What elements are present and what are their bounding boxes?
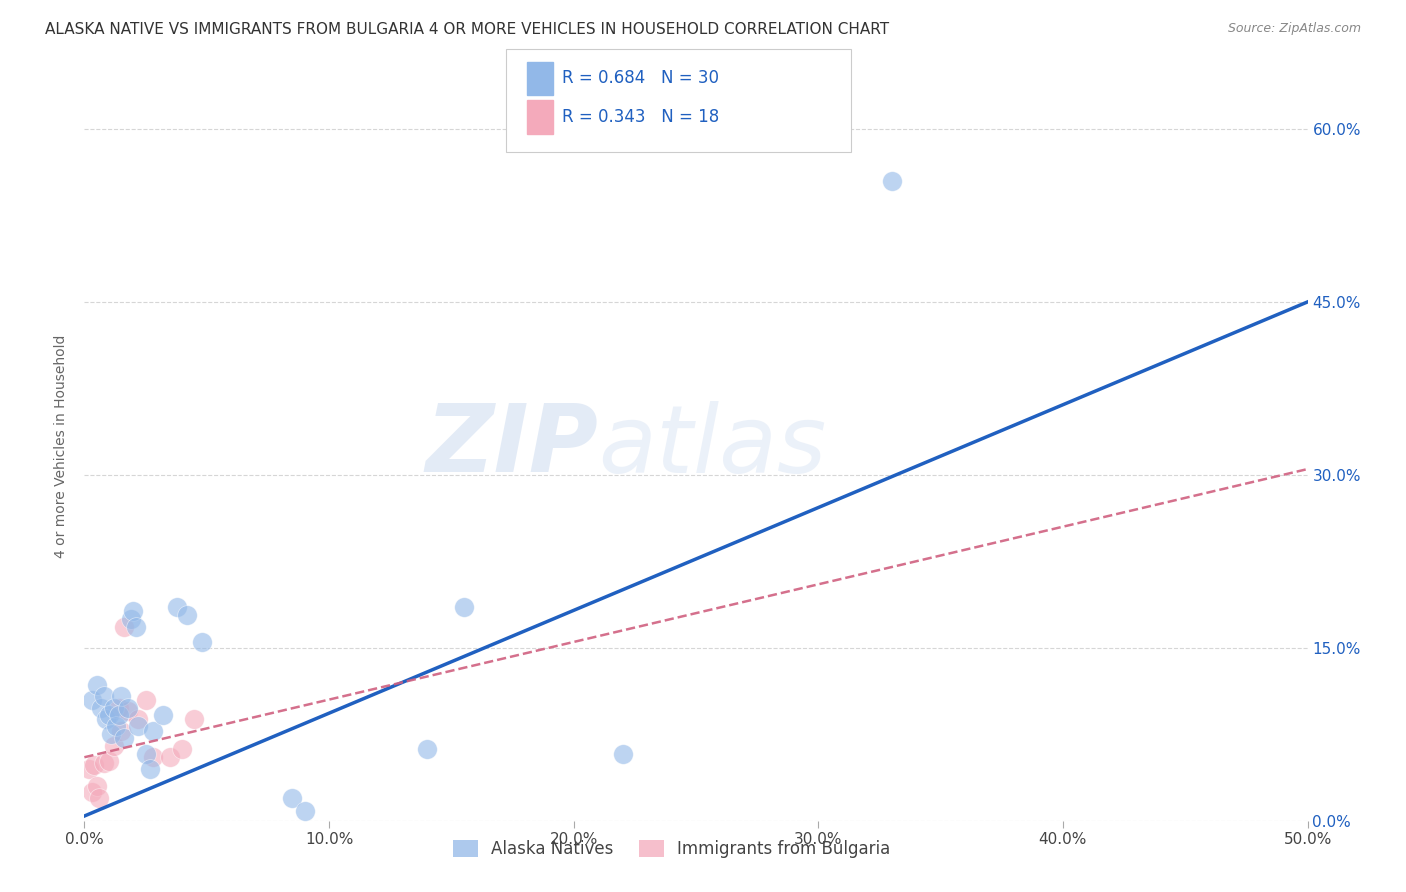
Alaska Natives xyxy=(110,689,132,703)
Alaska Natives xyxy=(880,174,903,188)
Alaska Natives xyxy=(105,719,128,733)
Y-axis label: 4 or more Vehicles in Household: 4 or more Vehicles in Household xyxy=(55,334,69,558)
Alaska Natives xyxy=(191,635,214,649)
Alaska Natives xyxy=(112,731,135,745)
Immigrants from Bulgaria xyxy=(86,779,108,793)
Alaska Natives xyxy=(117,700,139,714)
Alaska Natives xyxy=(453,600,475,615)
Alaska Natives xyxy=(139,762,162,776)
Immigrants from Bulgaria xyxy=(80,785,103,799)
Alaska Natives xyxy=(142,723,165,738)
Alaska Natives xyxy=(166,600,188,615)
Immigrants from Bulgaria xyxy=(87,790,110,805)
Text: ZIP: ZIP xyxy=(425,400,598,492)
Alaska Natives xyxy=(96,712,118,726)
Alaska Natives xyxy=(122,604,145,618)
Text: ALASKA NATIVE VS IMMIGRANTS FROM BULGARIA 4 OR MORE VEHICLES IN HOUSEHOLD CORREL: ALASKA NATIVE VS IMMIGRANTS FROM BULGARI… xyxy=(45,22,889,37)
Alaska Natives xyxy=(120,612,142,626)
Alaska Natives xyxy=(127,719,149,733)
Alaska Natives xyxy=(281,790,304,805)
Immigrants from Bulgaria xyxy=(77,762,100,776)
Immigrants from Bulgaria xyxy=(183,712,205,726)
Text: atlas: atlas xyxy=(598,401,827,491)
Alaska Natives xyxy=(103,700,125,714)
Text: R = 0.684   N = 30: R = 0.684 N = 30 xyxy=(562,70,720,87)
Alaska Natives xyxy=(416,742,439,756)
Immigrants from Bulgaria xyxy=(110,723,132,738)
Immigrants from Bulgaria xyxy=(83,758,105,772)
Alaska Natives xyxy=(107,707,129,722)
Immigrants from Bulgaria xyxy=(93,756,115,770)
Alaska Natives xyxy=(612,747,634,761)
Legend: Alaska Natives, Immigrants from Bulgaria: Alaska Natives, Immigrants from Bulgaria xyxy=(446,833,897,864)
Alaska Natives xyxy=(90,700,112,714)
Alaska Natives xyxy=(135,747,157,761)
Alaska Natives xyxy=(93,689,115,703)
Alaska Natives xyxy=(125,620,148,634)
Alaska Natives xyxy=(294,805,316,819)
Alaska Natives xyxy=(100,727,122,741)
Immigrants from Bulgaria xyxy=(97,754,120,768)
Text: R = 0.343   N = 18: R = 0.343 N = 18 xyxy=(562,108,720,126)
Immigrants from Bulgaria xyxy=(103,739,125,753)
Immigrants from Bulgaria xyxy=(135,692,157,706)
Immigrants from Bulgaria xyxy=(172,742,194,756)
Immigrants from Bulgaria xyxy=(127,712,149,726)
Alaska Natives xyxy=(97,707,120,722)
Alaska Natives xyxy=(80,692,103,706)
Immigrants from Bulgaria xyxy=(117,704,139,718)
Alaska Natives xyxy=(152,707,174,722)
Text: Source: ZipAtlas.com: Source: ZipAtlas.com xyxy=(1227,22,1361,36)
Immigrants from Bulgaria xyxy=(112,620,135,634)
Immigrants from Bulgaria xyxy=(142,750,165,764)
Immigrants from Bulgaria xyxy=(159,750,181,764)
Immigrants from Bulgaria xyxy=(107,700,129,714)
Alaska Natives xyxy=(86,678,108,692)
Alaska Natives xyxy=(176,608,198,623)
